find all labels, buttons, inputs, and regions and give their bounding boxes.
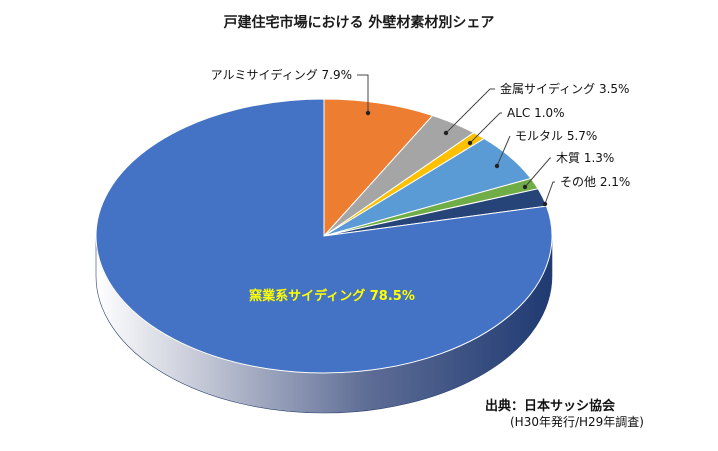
leader-line-5 (544, 181, 555, 205)
leader-line-0 (357, 74, 369, 113)
pie-slice-0 (323, 98, 434, 238)
leader-line-4 (524, 157, 551, 188)
slice-label-0: アルミサイディング 7.9% (211, 67, 352, 82)
leader-dot-1 (443, 130, 449, 136)
source-subtext: (H30年発行/H29年調査) (510, 415, 644, 429)
leader-dot-2 (467, 140, 473, 146)
leader-dot-3 (494, 163, 500, 169)
source-text: 出典：日本サッシ協会 (485, 399, 616, 414)
chart-title: 戸建住宅市場における 外壁材素材別シェア (223, 15, 495, 31)
slice-label-3: モルタル 5.7% (515, 129, 597, 143)
slice-label-2: ALC 1.0% (507, 106, 565, 120)
leader-dot-0 (365, 110, 371, 116)
pie-slice-6 (95, 98, 553, 374)
leader-dot-5 (542, 201, 548, 207)
leader-line-1 (445, 88, 495, 134)
slice-label-6: 窯業系サイディング 78.5% (249, 288, 415, 304)
leader-dot-4 (522, 184, 528, 190)
leader-line-3 (496, 135, 511, 167)
leader-line-2 (469, 112, 502, 144)
slice-label-5: その他 2.1% (560, 175, 630, 189)
slice-label-1: 金属サイディング 3.5% (500, 81, 629, 96)
slice-label-4: 木質 1.3% (556, 150, 614, 165)
